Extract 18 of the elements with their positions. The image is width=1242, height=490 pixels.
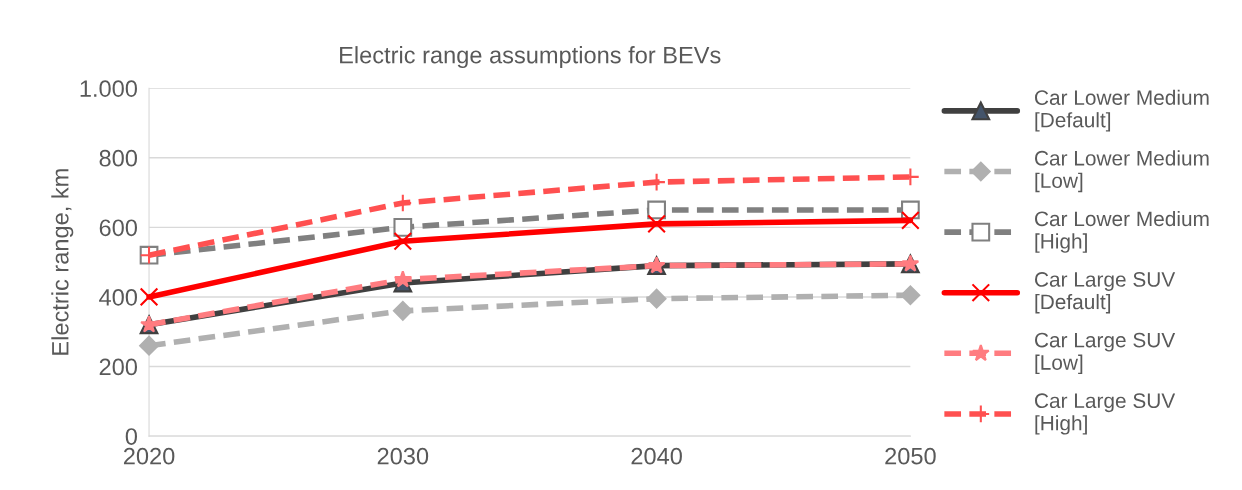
x-tick-label: 2050: [885, 447, 936, 465]
legend-label: Car Lower Medium [High]: [1035, 210, 1209, 253]
legend-label: Car Lower Medium [Low]: [1035, 150, 1209, 193]
y-tick-label: 400: [99, 289, 138, 306]
legend-label: Car Large SUV [High]: [1035, 393, 1176, 435]
legend-label: Car Large SUV [Low]: [1035, 332, 1176, 374]
y-tick-label: 600: [99, 219, 138, 237]
y-tick-label: 0: [125, 428, 138, 445]
x-tick-label: 2040: [631, 447, 682, 465]
y-tick-label: 800: [99, 149, 138, 167]
y-axis-title: Electric range, km: [51, 169, 74, 355]
legend-label: Car Large SUV [Default]: [1035, 272, 1176, 314]
x-tick-label: 2030: [377, 447, 429, 465]
x-tick-label: 2020: [123, 447, 175, 465]
y-tick-label: 200: [99, 358, 138, 376]
legend-label: Car Lower Medium [Default]: [1035, 89, 1209, 132]
y-tick-label: 1.000: [80, 80, 138, 97]
chart-title: Electric range assumptions for BEVs: [340, 46, 721, 69]
